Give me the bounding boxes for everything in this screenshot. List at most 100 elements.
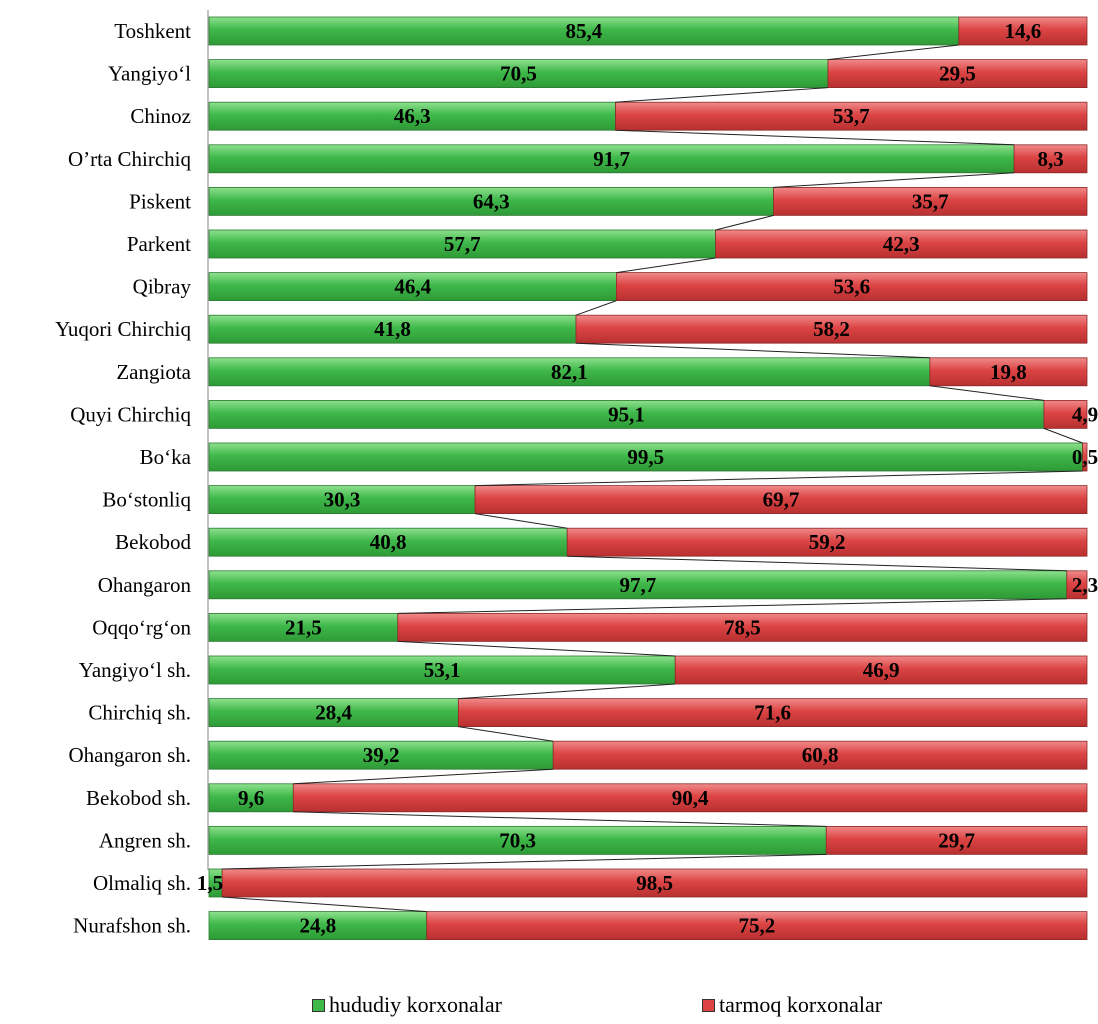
category-label: Qibray <box>133 275 192 299</box>
bar-tarmoq <box>1043 399 1088 429</box>
series-line <box>567 555 1067 572</box>
category-label: Zangiota <box>116 360 191 384</box>
data-label-tarmoq: 2,3 <box>1072 573 1098 597</box>
data-label-hududiy: 24,8 <box>299 914 336 938</box>
data-label-tarmoq: 71,6 <box>754 701 791 725</box>
data-label-tarmoq: 0,5 <box>1072 445 1098 469</box>
bar-tarmoq <box>1013 144 1088 174</box>
series-line <box>293 811 827 827</box>
data-label-tarmoq: 59,2 <box>809 530 846 554</box>
data-label-tarmoq: 90,4 <box>672 786 709 810</box>
bar-tarmoq <box>474 485 1088 515</box>
data-label-hududiy: 46,3 <box>394 104 431 128</box>
bar-hududiy <box>208 144 1015 174</box>
bar-tarmoq <box>552 740 1088 770</box>
category-label: Ohangaron <box>98 573 192 597</box>
category-label: Yuqori Chirchiq <box>55 317 191 341</box>
data-label-tarmoq: 42,3 <box>883 232 920 256</box>
category-label: Quyi Chirchiq <box>70 402 191 426</box>
bar-tarmoq <box>674 655 1088 685</box>
bar-tarmoq <box>1082 442 1088 472</box>
bar-hududiy <box>208 655 676 685</box>
data-label-hududiy: 40,8 <box>370 530 407 554</box>
series-line <box>397 598 1067 614</box>
data-label-hududiy: 30,3 <box>324 488 361 512</box>
category-label: Olmaliq sh. <box>93 871 191 895</box>
data-label-tarmoq: 75,2 <box>738 914 775 938</box>
data-label-hududiy: 97,7 <box>620 573 657 597</box>
data-label-tarmoq: 53,7 <box>833 104 870 128</box>
bar-hududiy <box>208 826 827 855</box>
data-label-hududiy: 57,7 <box>444 232 481 256</box>
data-label-hududiy: 53,1 <box>424 658 461 682</box>
bar-hududiy <box>208 740 554 770</box>
legend-label-tarmoq: tarmoq korxonalar <box>719 992 883 1017</box>
data-label-tarmoq: 69,7 <box>763 488 800 512</box>
data-label-tarmoq: 19,8 <box>990 360 1027 384</box>
bar-hududiy <box>208 613 399 642</box>
data-label-hududiy: 64,3 <box>473 189 510 213</box>
series-line <box>929 385 1045 401</box>
data-label-tarmoq: 29,7 <box>938 828 975 852</box>
bar-hududiy <box>208 357 931 387</box>
data-label-tarmoq: 29,5 <box>939 62 976 86</box>
bar-tarmoq <box>827 59 1088 88</box>
series-line <box>773 172 1015 188</box>
bar-tarmoq <box>457 698 1088 727</box>
data-label-hududiy: 1,5 <box>197 871 223 895</box>
data-label-tarmoq: 60,8 <box>802 743 839 767</box>
category-label: Angren sh. <box>99 828 191 852</box>
bar-tarmoq <box>929 357 1088 387</box>
bar-hududiy <box>208 16 960 46</box>
data-label-tarmoq: 8,3 <box>1037 147 1063 171</box>
series-line <box>827 44 959 61</box>
category-label: Nurafshon sh. <box>73 914 191 938</box>
bar-hududiy <box>208 485 476 515</box>
category-label: Parkent <box>127 232 191 256</box>
data-label-tarmoq: 14,6 <box>1005 19 1042 43</box>
series-line <box>222 853 827 870</box>
bar-hududiy <box>208 783 294 813</box>
series-line <box>397 640 676 657</box>
legend-swatch-red <box>702 998 715 1012</box>
data-label-hududiy: 91,7 <box>593 147 630 171</box>
bar-tarmoq <box>615 101 1088 131</box>
data-label-hududiy: 21,5 <box>285 615 322 639</box>
bar-tarmoq <box>292 783 1088 813</box>
category-label: Toshkent <box>114 19 191 43</box>
series-line <box>615 87 829 103</box>
bar-hududiy <box>208 59 829 88</box>
series-line <box>715 214 774 231</box>
data-label-hududiy: 70,5 <box>500 62 537 86</box>
data-label-tarmoq: 98,5 <box>636 871 673 895</box>
bar-tarmoq <box>397 613 1088 642</box>
category-label: Chinoz <box>130 104 191 128</box>
bar-tarmoq <box>1066 570 1088 600</box>
bar-hududiy <box>208 527 568 557</box>
category-labels: Toshkent Yangiyo‘l Chinoz O’rta Chirchiq Pis… <box>55 19 192 938</box>
data-label-tarmoq: 46,9 <box>863 658 900 682</box>
category-label: Bekobod <box>115 530 191 554</box>
bar-hududiy <box>208 698 459 727</box>
data-label-hududiy: 46,4 <box>394 275 431 299</box>
data-label-hududiy: 9,6 <box>238 786 264 810</box>
bar-hududiy <box>208 101 616 131</box>
category-label: O’rta Chirchiq <box>68 147 192 171</box>
series-line <box>575 300 617 316</box>
bar-tarmoq <box>566 527 1088 557</box>
bar-tarmoq <box>615 272 1088 302</box>
series-line <box>616 257 716 274</box>
data-label-hududiy: 39,2 <box>363 743 400 767</box>
legend-item-tarmoq: tarmoq korxonalar <box>702 992 882 1018</box>
data-label-tarmoq: 35,7 <box>912 189 949 213</box>
bar-hududiy <box>208 186 774 216</box>
category-label: Chirchiq sh. <box>88 701 191 725</box>
data-label-hududiy: 85,4 <box>566 19 603 43</box>
bar-tarmoq <box>221 868 1088 898</box>
bar-tarmoq <box>715 229 1088 259</box>
bars <box>208 16 1088 940</box>
data-label-hududiy: 82,1 <box>551 360 588 384</box>
data-label-hududiy: 70,3 <box>499 828 536 852</box>
category-label: Bekobod sh. <box>86 786 191 810</box>
